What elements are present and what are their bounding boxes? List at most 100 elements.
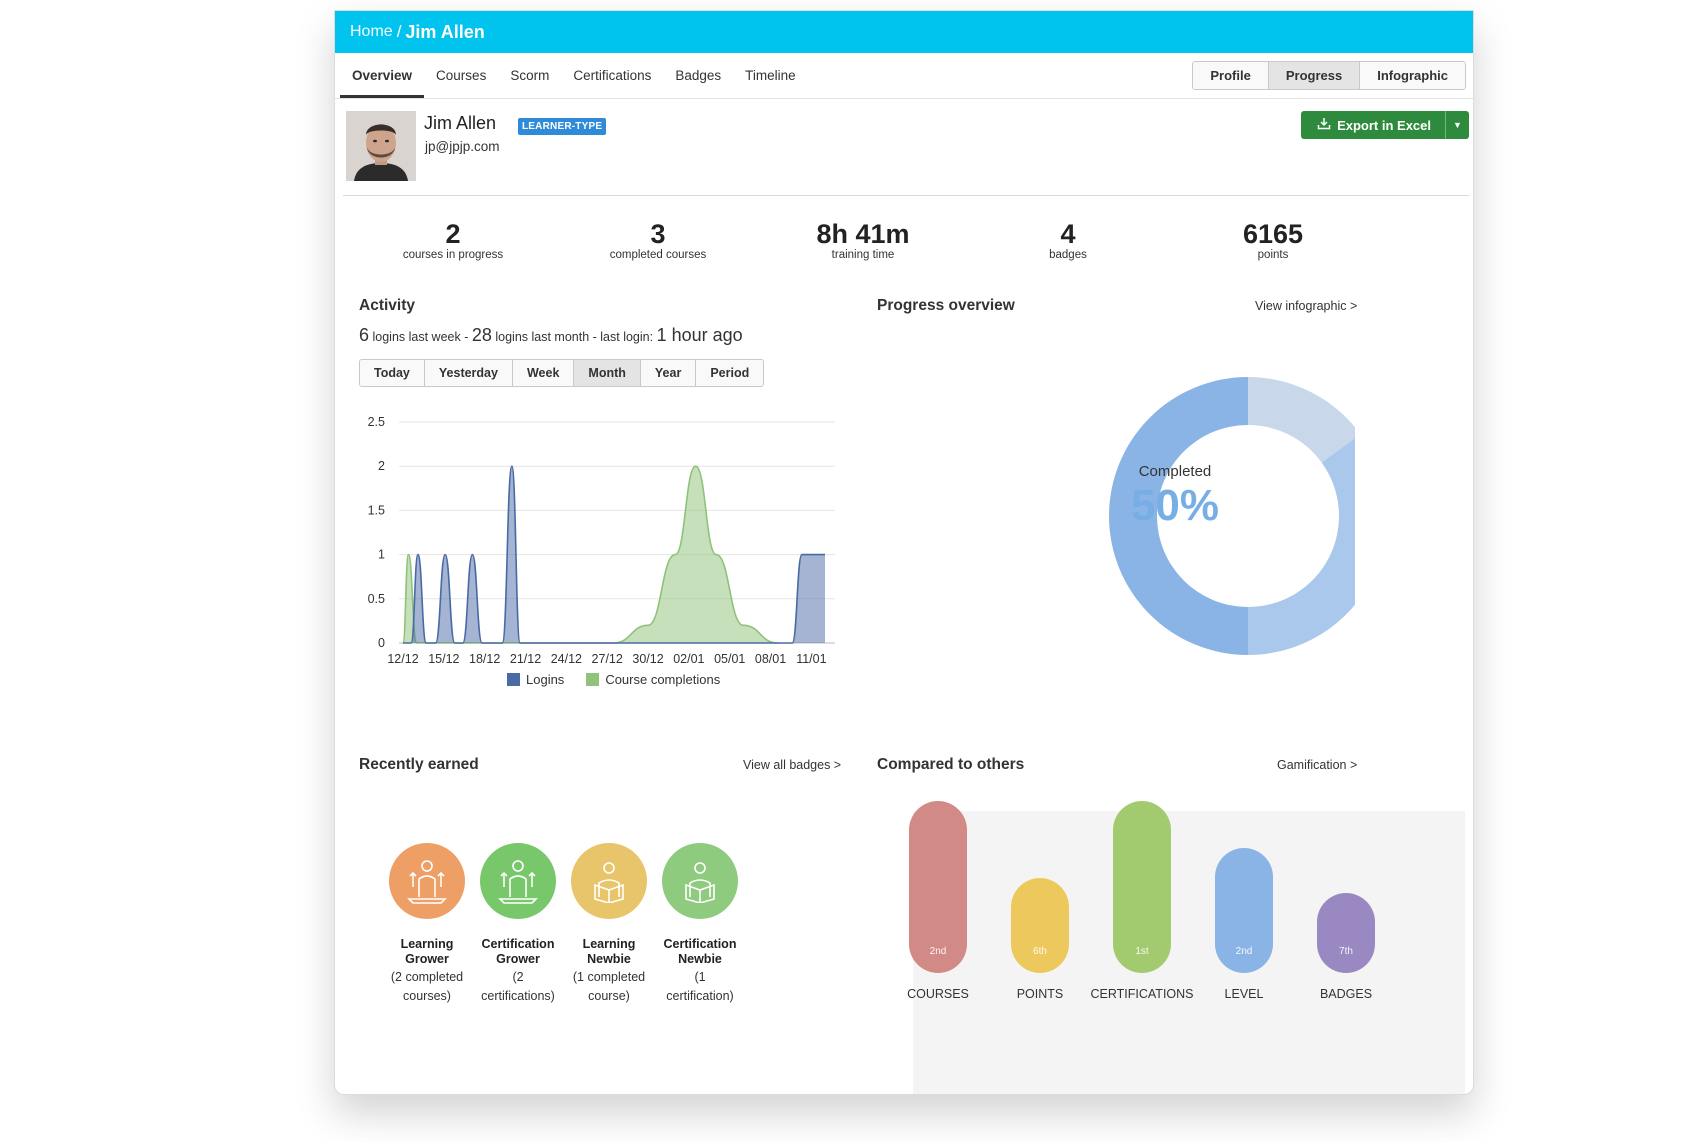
compare-bar: 2nd — [909, 801, 967, 973]
badge-name: Certification Newbie — [650, 937, 750, 967]
badge-desc-line1: (1 completed — [572, 970, 646, 984]
infographic-view-button[interactable]: Infographic — [1360, 62, 1465, 89]
badge-name-line2: Grower — [405, 952, 449, 966]
login-summary: 6 logins last week - 28 logins last mont… — [359, 325, 743, 346]
compare-item-points[interactable]: 6th — [985, 878, 1095, 973]
breadcrumb-home[interactable]: Home — [350, 23, 393, 40]
stat-training-time: 8h 41m training time — [773, 219, 953, 261]
badge-name-line1: Learning — [582, 937, 636, 951]
period-week-button[interactable]: Week — [512, 360, 575, 386]
logins-month-count: 28 — [471, 325, 492, 345]
badge-desc-line1: (2 completed — [390, 970, 464, 984]
export-dropdown-toggle[interactable]: ▼ — [1445, 111, 1469, 139]
period-year-button[interactable]: Year — [640, 360, 697, 386]
compare-label: POINTS — [1016, 987, 1064, 1001]
profile-view-button[interactable]: Profile — [1193, 62, 1269, 89]
badge-name-line2: Newbie — [678, 952, 722, 966]
legend-swatch-completions — [586, 673, 600, 686]
progress-donut-chart — [1109, 377, 1355, 655]
tab-scorm[interactable]: Scorm — [510, 68, 550, 83]
badge-name-line1: Learning — [400, 937, 454, 951]
progress-view-button[interactable]: Progress — [1268, 62, 1361, 89]
view-all-badges-link[interactable]: View all badges > — [743, 758, 842, 772]
badge-name-line2: Newbie — [587, 952, 631, 966]
badge-desc: (2 certifications) — [468, 968, 568, 1006]
compare-label: COURSES — [907, 987, 969, 1001]
badge-desc-line2: course) — [588, 989, 630, 1003]
donut-slice-not-started[interactable] — [1248, 377, 1355, 463]
tab-certifications[interactable]: Certifications — [573, 68, 652, 83]
breadcrumb-bar: Home / Jim Allen — [335, 11, 1473, 53]
compare-item-badges[interactable]: 7th — [1291, 893, 1401, 973]
tab-courses[interactable]: Courses — [436, 68, 487, 83]
legend-item-course-completions[interactable]: Course completions — [586, 672, 720, 687]
stat-badges: 4 badges — [978, 219, 1158, 261]
x-tick-label: 05/01 — [714, 652, 745, 666]
stat-label: badges — [1049, 249, 1087, 261]
last-login-value: 1 hour ago — [656, 325, 743, 345]
badge-name: Learning Grower — [377, 937, 477, 967]
gamification-link[interactable]: Gamification > — [1277, 758, 1358, 772]
compare-rank: 1st — [1135, 946, 1149, 957]
stat-label: courses in progress — [402, 249, 504, 261]
reading-person-icon — [662, 843, 738, 919]
growth-person-icon — [389, 843, 465, 919]
compare-label: LEVEL — [1224, 987, 1264, 1001]
compare-rank: 2nd — [929, 946, 947, 957]
view-infographic-link[interactable]: View infographic > — [1255, 299, 1358, 313]
badge-certification-grower[interactable]: Certification Grower (2 certifications) — [468, 843, 568, 1006]
x-tick-label: 21/12 — [510, 652, 541, 666]
export-label: Export in Excel — [1337, 117, 1431, 133]
legend-item-logins[interactable]: Logins — [507, 672, 564, 687]
donut-center-label: Completed — [1138, 463, 1212, 480]
period-period-button[interactable]: Period — [696, 360, 764, 386]
badge-learning-newbie[interactable]: Learning Newbie (1 completed course) — [559, 843, 659, 1006]
export-excel-button[interactable]: Export in Excel ▼ — [1301, 111, 1469, 139]
activity-title: Activity — [359, 297, 415, 314]
user-email: jp@jpjp.com — [425, 139, 500, 154]
tab-overview[interactable]: Overview — [340, 56, 425, 98]
app-window: Home / Jim Allen Overview Courses Scorm … — [334, 10, 1474, 1095]
period-today-button[interactable]: Today — [360, 360, 425, 386]
tab-badges[interactable]: Badges — [675, 68, 722, 83]
badge-learning-grower[interactable]: Learning Grower (2 completed courses) — [377, 843, 477, 1006]
export-main[interactable]: Export in Excel — [1301, 111, 1445, 139]
y-tick-label: 1.5 — [368, 503, 385, 517]
compare-label: CERTIFICATIONS — [1090, 987, 1194, 1001]
tab-timeline[interactable]: Timeline — [745, 68, 796, 83]
x-tick-label: 11/01 — [796, 652, 826, 666]
logins-week-label: logins last week - — [372, 330, 469, 344]
download-icon — [1317, 117, 1331, 133]
legend-label-completions: Course completions — [605, 672, 721, 687]
logins-week-count: 6 — [359, 325, 370, 345]
compare-bar: 1st — [1113, 801, 1171, 973]
badge-desc: (2 completed courses) — [377, 968, 477, 1006]
badge-name-line2: Grower — [496, 952, 540, 966]
compare-item-level[interactable]: 2nd — [1189, 848, 1299, 973]
compare-item-certifications[interactable]: 1st — [1087, 801, 1197, 973]
view-switcher: Profile Progress Infographic — [1192, 61, 1466, 90]
badge-certification-newbie[interactable]: Certification Newbie (1 certification) — [650, 843, 750, 1006]
recently-earned-title: Recently earned — [359, 756, 479, 773]
badge-name-line1: Certification — [663, 937, 737, 951]
period-yesterday-button[interactable]: Yesterday — [424, 360, 513, 386]
user-name: Jim Allen — [424, 113, 497, 133]
stat-completed-courses: 3 completed courses — [568, 219, 748, 261]
period-month-button[interactable]: Month — [574, 360, 641, 386]
donut-center-value: 50% — [1130, 481, 1220, 530]
compare-label: BADGES — [1319, 987, 1373, 1001]
compare-item-courses[interactable]: 2nd — [883, 801, 993, 973]
logins-month-label: logins last month - last login: — [495, 330, 654, 344]
donut-slice-in-progress[interactable] — [1248, 434, 1355, 655]
badge-desc: (1 certification) — [650, 968, 750, 1006]
legend-swatch-logins — [507, 673, 520, 686]
y-tick-label: 2 — [378, 459, 385, 473]
x-tick-label: 08/01 — [755, 652, 786, 666]
x-tick-label: 27/12 — [592, 652, 623, 666]
growth-person-icon — [480, 843, 556, 919]
donut-slice-completed[interactable] — [1109, 377, 1248, 655]
stat-label: points — [1257, 249, 1289, 261]
badge-desc-line2: certification) — [666, 989, 734, 1003]
y-tick-label: 2.5 — [368, 415, 385, 429]
breadcrumb-separator: / — [396, 22, 402, 41]
